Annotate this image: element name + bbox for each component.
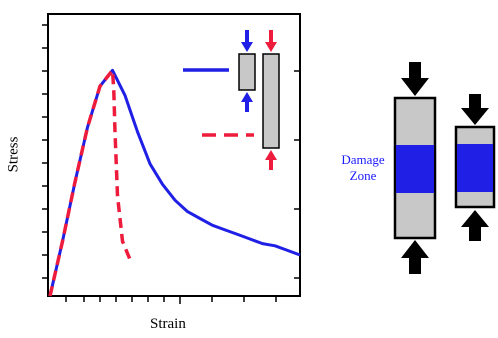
short-damage-zone <box>457 144 493 192</box>
damage-zone-label-line2: Zone <box>349 168 377 183</box>
series-line-solid <box>48 68 301 297</box>
legend-red-arrow-bottom-icon <box>265 150 277 170</box>
damage-zone-label: Damage Zone <box>334 152 392 184</box>
tall-specimen <box>393 96 437 240</box>
x-axis-ticks <box>65 296 277 304</box>
legend-red-arrow-top-icon <box>265 30 277 52</box>
legend-tall-specimen <box>262 53 280 149</box>
right-axis-ticks <box>294 70 300 279</box>
compression-arrow-icon <box>401 240 429 274</box>
series-line-dashed <box>48 65 132 297</box>
short-specimen <box>454 125 496 209</box>
compression-arrow-icon <box>461 94 489 125</box>
plot-frame <box>47 13 301 297</box>
legend-blue-arrow-bottom-icon <box>241 92 253 112</box>
x-axis-label: Strain <box>150 316 186 332</box>
compression-arrow-icon <box>461 210 489 241</box>
compression-arrow-icon <box>401 62 429 96</box>
y-axis-label: Stress <box>5 136 22 173</box>
legend-short-specimen <box>238 53 256 91</box>
legend-blue-arrow-top-icon <box>241 30 253 52</box>
y-axis-ticks <box>42 24 48 279</box>
tall-damage-zone <box>396 145 434 193</box>
damage-zone-label-line1: Damage <box>341 152 385 167</box>
